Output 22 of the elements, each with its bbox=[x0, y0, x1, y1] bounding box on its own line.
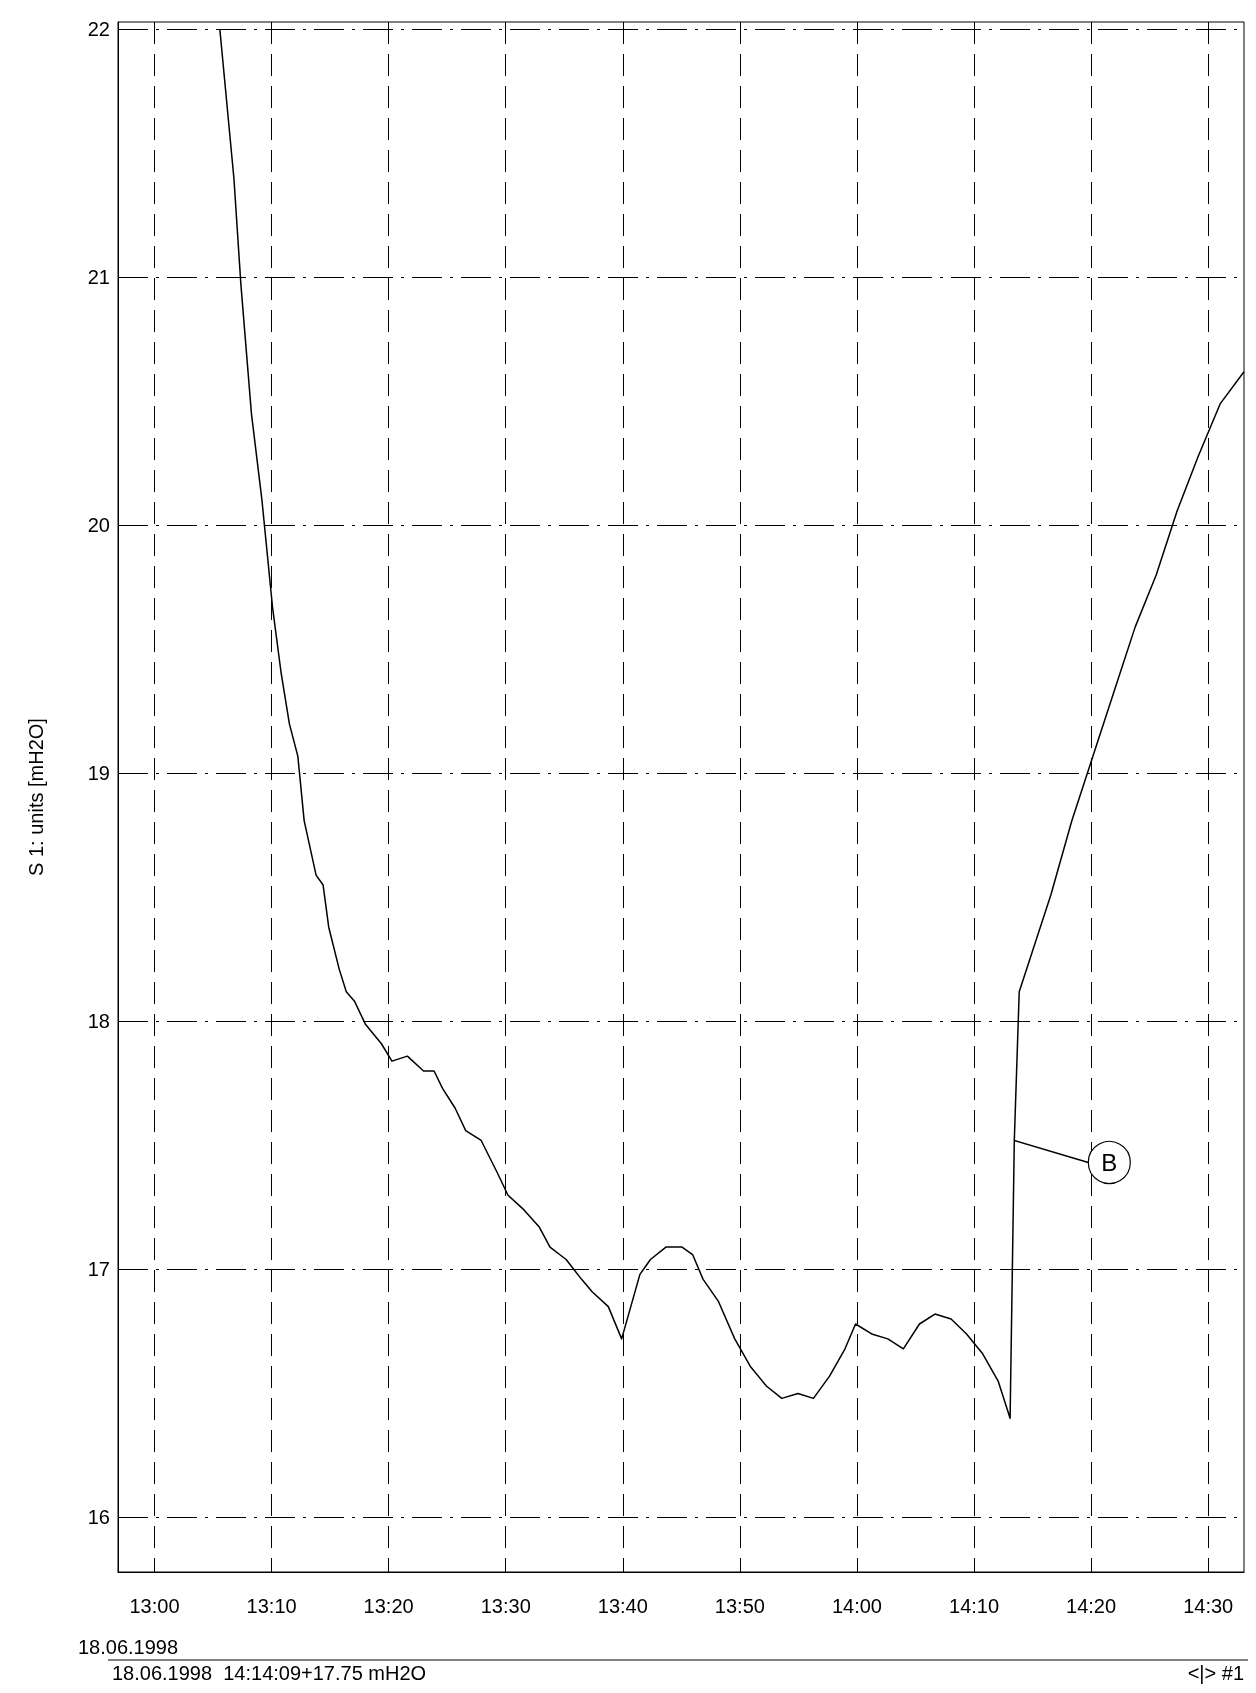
x-tick-label: 13:40 bbox=[597, 1595, 648, 1617]
x-tick-label: 14:20 bbox=[1066, 1595, 1117, 1617]
x-tick-label: 14:10 bbox=[949, 1595, 1000, 1617]
x-axis-title: 18.06.1998 bbox=[78, 1636, 179, 1658]
x-tick-label: 13:10 bbox=[246, 1595, 297, 1617]
y-axis-title: S 1: units [mH2O] bbox=[25, 718, 47, 876]
y-tick-label: 18 bbox=[87, 1010, 110, 1033]
x-tick-label: 14:00 bbox=[831, 1595, 882, 1617]
y-tick-label: 21 bbox=[87, 266, 110, 289]
x-tick-label: 13:30 bbox=[480, 1595, 531, 1617]
y-tick-label: 17 bbox=[87, 1258, 110, 1281]
text: 18.06.1998 14:14:09+17.75 mH2O bbox=[112, 1662, 427, 1684]
annotation: B bbox=[1101, 1148, 1118, 1176]
y-tick-label: 19 bbox=[87, 762, 110, 785]
x-tick-label: 13:20 bbox=[363, 1595, 414, 1617]
x-tick-label: 13:50 bbox=[714, 1595, 765, 1617]
text: <|> #1 bbox=[1187, 1662, 1244, 1684]
y-tick-label: 16 bbox=[87, 1506, 110, 1529]
x-tick-label: 13:00 bbox=[129, 1595, 180, 1617]
y-tick-label: 20 bbox=[87, 514, 110, 537]
x-tick-label: 14:30 bbox=[1183, 1595, 1234, 1617]
y-tick-label: 22 bbox=[87, 18, 110, 41]
